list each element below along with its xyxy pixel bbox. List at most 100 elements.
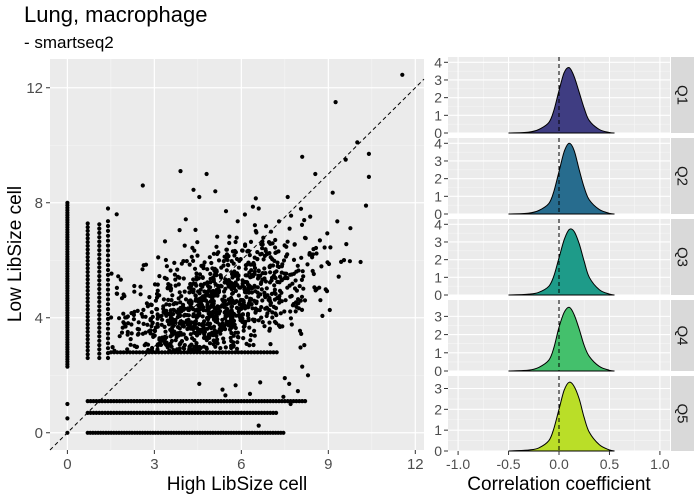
scatter-point [279,399,284,404]
scatter-point [232,253,237,258]
scatter-x-tick-label: 0 [63,456,71,473]
scatter-point [172,260,177,265]
scatter-point [224,410,229,415]
scatter-point [118,350,123,355]
scatter-point [262,266,267,271]
scatter-point [252,298,257,303]
scatter-point [111,399,116,404]
scatter-point [298,345,303,350]
scatter-point [156,255,161,260]
scatter-point [110,345,115,350]
scatter-point [141,307,146,312]
scatter-point [268,410,273,415]
scatter-point [85,269,90,275]
scatter-point [97,265,102,270]
scatter-point [105,253,111,258]
scatter-point [175,331,180,336]
scatter-reference-line [49,78,425,451]
scatter-point [114,410,119,415]
scatter-point [183,297,189,302]
scatter-point [272,283,277,288]
scatter-point [208,276,213,281]
scatter-point [97,282,102,287]
density-x-axis-label: Correlation coefficient [467,474,651,495]
scatter-point [235,219,240,224]
scatter-point [230,290,236,296]
scatter-point [170,293,175,298]
scatter-point [194,271,199,276]
scatter-point [308,214,313,219]
scatter-point [296,306,301,311]
scatter-point [168,283,173,288]
density-panel-q4: 0 1 2 3 Q4 [434,300,694,379]
scatter-point [225,281,230,286]
scatter-point [276,399,282,404]
scatter-point [97,343,102,348]
scatter-point [186,285,192,290]
scatter-point [85,296,90,301]
scatter-point [85,273,90,278]
chart-title: Lung, macrophage [24,2,208,27]
scatter-point [85,341,90,346]
scatter-point [252,333,257,338]
scatter-point [207,350,212,355]
scatter-points [65,72,405,435]
scatter-point [275,260,280,265]
scatter-point [136,320,141,325]
scatter-point [227,240,232,246]
scatter-point [267,280,273,285]
scatter-point [260,320,265,325]
scatter-point [219,265,224,270]
scatter-point [302,218,307,223]
scatter-point [177,290,182,295]
scatter-point [313,245,319,251]
scatter-point [288,401,293,407]
scatter-point [230,350,235,355]
scatter-point [97,338,102,343]
scatter-point [214,333,219,338]
scatter-point [339,259,344,264]
scatter-point [193,308,198,313]
scatter-point [228,335,233,340]
scatter-point [231,333,236,338]
scatter-point [268,350,273,355]
scatter-point [161,310,166,315]
scatter-point [171,323,176,328]
scatter-point [187,290,192,295]
scatter-point [85,355,90,361]
scatter-point [85,232,90,237]
scatter-point [175,410,180,415]
scatter-point [348,226,353,231]
scatter-point [212,266,217,271]
scatter-point [204,338,209,343]
scatter-point [168,341,173,346]
scatter-point [288,294,293,299]
scatter-point [105,321,111,326]
scatter-point [137,410,142,415]
scatter-point [235,283,240,288]
scatter-point [85,266,90,271]
scatter-point [187,410,192,415]
scatter-point [187,262,192,267]
scatter-point [268,241,273,246]
scatter-point [221,304,227,309]
scatter-point [252,271,257,277]
scatter-point [105,238,111,243]
scatter-point [187,399,192,404]
scatter-point [85,262,90,267]
scatter-point [301,274,306,279]
scatter-point [97,334,102,339]
density-y-tick-label: 4 [434,135,442,151]
scatter-point [310,252,315,257]
scatter-point [277,294,282,299]
scatter-point [184,399,189,404]
scatter-point [114,285,119,290]
scatter-point [299,255,304,260]
scatter-point [274,410,279,415]
scatter-point [105,326,111,331]
scatter-point [289,272,294,277]
scatter-point [229,281,234,286]
scatter-point [126,321,131,326]
scatter-point [114,399,119,404]
density-y-tick-label: 0 [434,363,442,379]
